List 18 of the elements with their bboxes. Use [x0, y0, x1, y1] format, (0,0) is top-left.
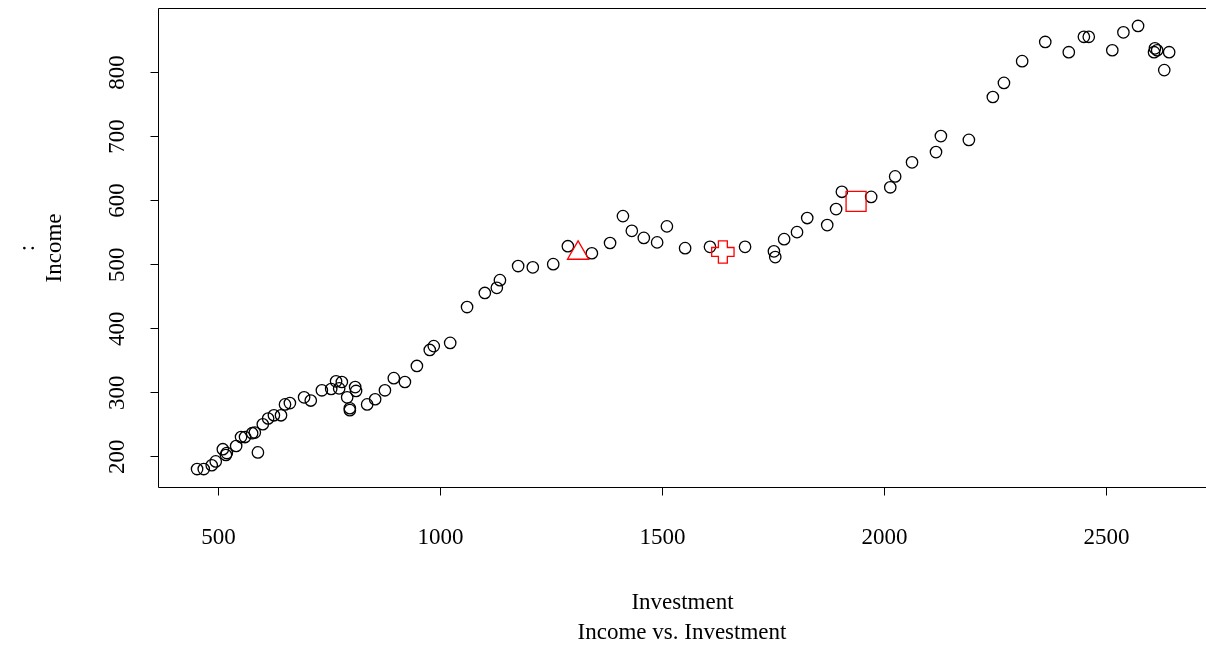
x-tick-label: 1000 [417, 523, 464, 549]
x-tick-label: 2500 [1083, 523, 1130, 549]
x-tick-label: 1500 [639, 523, 686, 549]
y-tick-label: 200 [103, 439, 129, 475]
x-axis-title: Investment [631, 588, 735, 614]
point [711, 240, 735, 264]
y-axis-title: : Income [13, 213, 66, 283]
y-tick-label: 700 [103, 119, 129, 154]
y-tick-label: 400 [103, 311, 129, 346]
text: Income vs. Investment [577, 619, 788, 644]
y-tick-label: 800 [103, 55, 129, 90]
y-tick-label: 500 [103, 247, 129, 282]
point [845, 190, 867, 213]
x-tick-label: 2000 [861, 523, 908, 549]
x-tick-label: 500 [201, 523, 236, 549]
y-tick-label: 300 [103, 375, 129, 410]
point [566, 240, 590, 260]
y-tick-label: 600 [103, 183, 129, 218]
